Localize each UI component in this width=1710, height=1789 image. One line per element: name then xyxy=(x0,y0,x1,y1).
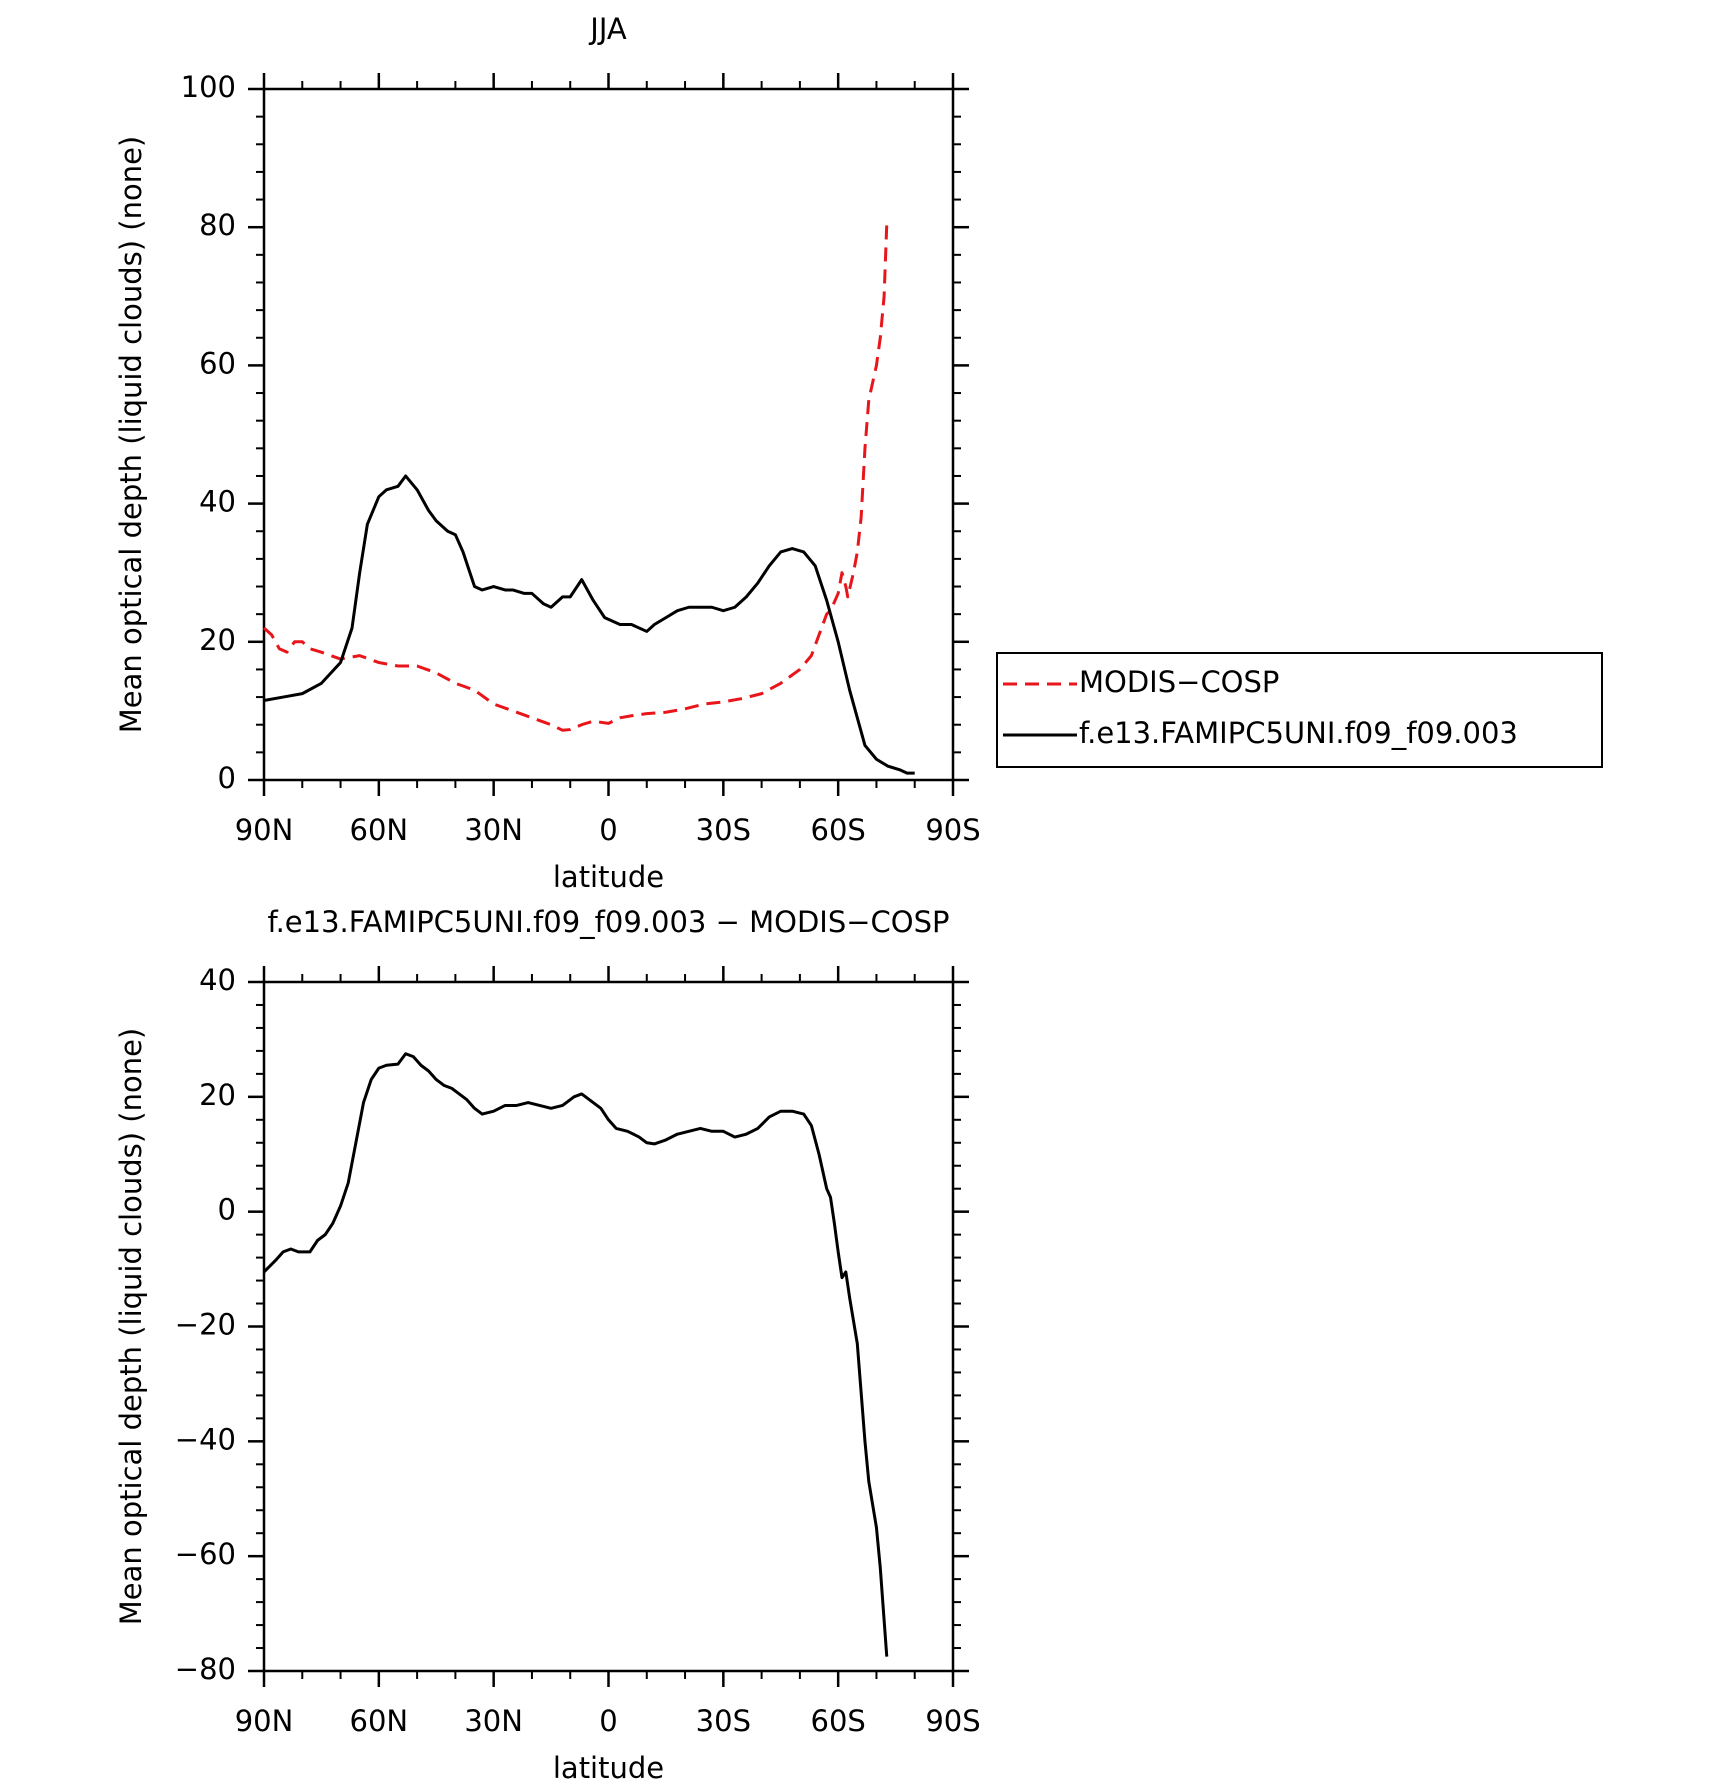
x-tick-label: 30N xyxy=(464,813,523,847)
y-tick-label: 0 xyxy=(218,1193,236,1227)
data-line xyxy=(262,223,889,732)
y-tick-label: 100 xyxy=(181,70,236,104)
y-tick-label: 40 xyxy=(199,963,236,997)
x-tick-label: 60N xyxy=(350,1704,409,1738)
y-tick-label: −60 xyxy=(175,1537,236,1571)
x-tick-label: 90N xyxy=(235,1704,294,1738)
x-tick-label: 0 xyxy=(599,813,617,847)
y-tick-label: −80 xyxy=(175,1652,236,1686)
data-line xyxy=(262,1052,889,1657)
y-tick-label: 80 xyxy=(199,208,236,242)
x-tick-label: 60S xyxy=(811,813,866,847)
x-tick-label: 90S xyxy=(925,1704,980,1738)
x-tick-label: 60N xyxy=(350,813,409,847)
x-tick-label: 60S xyxy=(811,1704,866,1738)
plot-frame xyxy=(262,87,955,782)
x-axis-label: latitude xyxy=(553,1751,664,1785)
legend-label: MODIS−COSP xyxy=(1079,665,1279,699)
legend-label: f.e13.FAMIPC5UNI.f09_f09.003 xyxy=(1079,716,1518,750)
data-line xyxy=(263,474,915,775)
plot: f.e13.FAMIPC5UNI.f09_f09.003 − MODIS−COS… xyxy=(114,905,981,1785)
x-tick-label: 30N xyxy=(464,1704,523,1738)
plot-frame xyxy=(262,980,955,1673)
y-tick-label: 20 xyxy=(199,1078,236,1112)
y-tick-label: 0 xyxy=(218,761,236,795)
x-axis-label: latitude xyxy=(553,860,664,894)
chart-title: f.e13.FAMIPC5UNI.f09_f09.003 − MODIS−COS… xyxy=(267,905,949,939)
y-axis-label: Mean optical depth (liquid clouds) (none… xyxy=(114,1028,148,1625)
x-tick-label: 30S xyxy=(696,813,751,847)
y-tick-label: −20 xyxy=(175,1308,236,1342)
x-tick-label: 0 xyxy=(599,1704,617,1738)
y-tick-label: −40 xyxy=(175,1422,236,1456)
y-tick-label: 40 xyxy=(199,485,236,519)
chart-title: JJA xyxy=(588,12,627,46)
x-tick-label: 30S xyxy=(696,1704,751,1738)
x-tick-label: 90S xyxy=(925,813,980,847)
x-tick-label: 90N xyxy=(235,813,294,847)
y-tick-label: 60 xyxy=(199,346,236,380)
y-tick-label: 20 xyxy=(199,623,236,657)
y-axis-label: Mean optical depth (liquid clouds) (none… xyxy=(114,136,148,733)
legend-box xyxy=(996,652,1603,768)
plot: JJA 0 20 40 60 80 100 90N 60N 30N 0 30S 60S 90S latitu… xyxy=(114,12,1603,894)
